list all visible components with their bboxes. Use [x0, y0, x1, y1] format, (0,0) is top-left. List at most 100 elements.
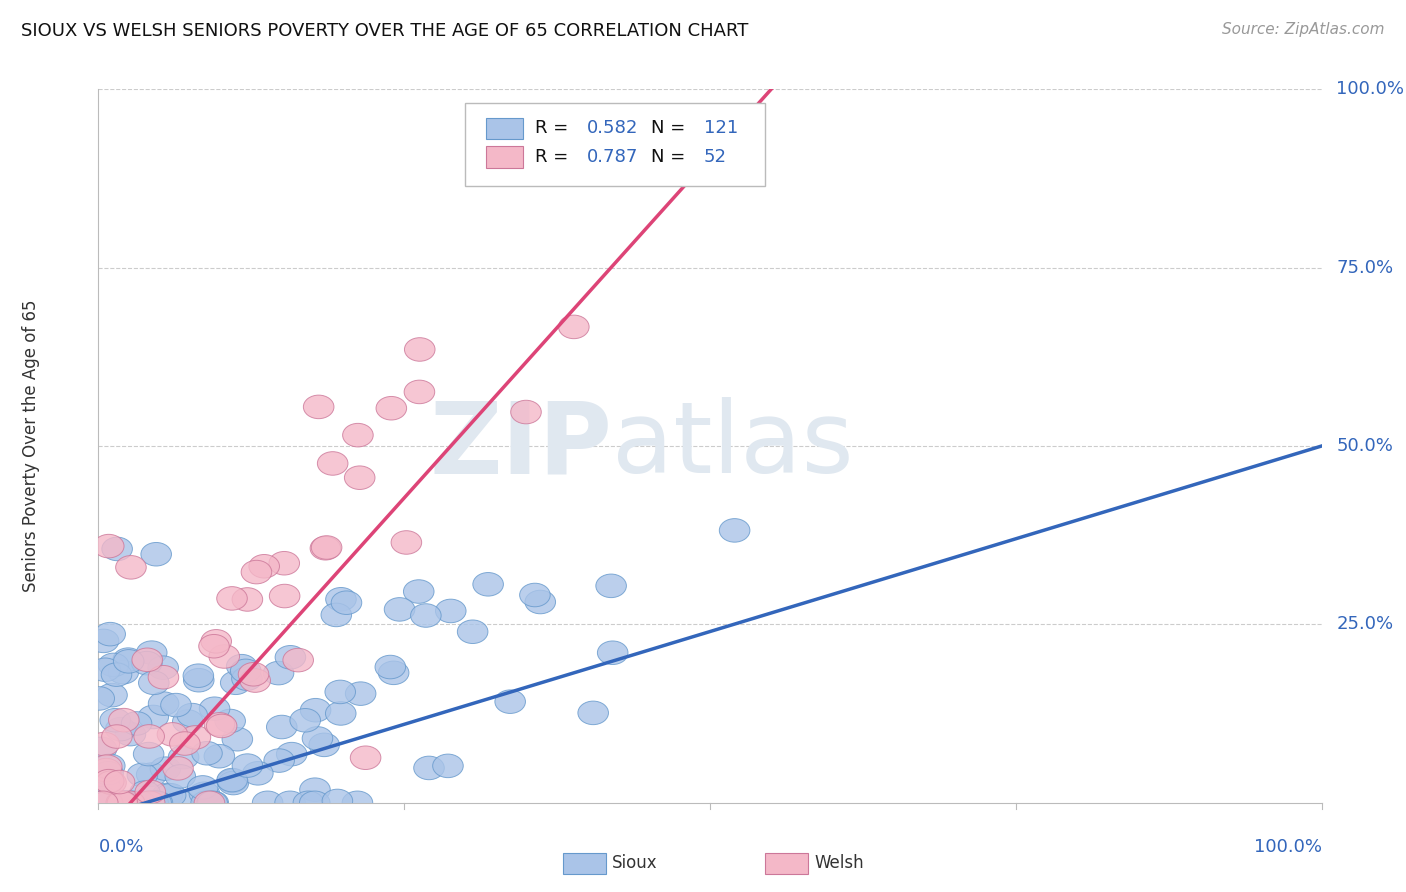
Ellipse shape	[87, 786, 118, 810]
Text: SIOUX VS WELSH SENIORS POVERTY OVER THE AGE OF 65 CORRELATION CHART: SIOUX VS WELSH SENIORS POVERTY OVER THE …	[21, 22, 748, 40]
Text: Welsh: Welsh	[814, 855, 863, 872]
Ellipse shape	[457, 620, 488, 643]
Ellipse shape	[302, 727, 333, 750]
Ellipse shape	[232, 754, 263, 777]
Ellipse shape	[274, 791, 305, 814]
Ellipse shape	[115, 791, 146, 814]
Ellipse shape	[90, 658, 121, 681]
Ellipse shape	[141, 791, 172, 814]
Ellipse shape	[104, 771, 135, 794]
Ellipse shape	[404, 380, 434, 404]
Text: Source: ZipAtlas.com: Source: ZipAtlas.com	[1222, 22, 1385, 37]
Ellipse shape	[342, 791, 373, 814]
Ellipse shape	[194, 791, 225, 814]
Ellipse shape	[346, 681, 375, 706]
Ellipse shape	[103, 791, 132, 814]
Ellipse shape	[558, 315, 589, 339]
Ellipse shape	[142, 791, 173, 814]
Ellipse shape	[411, 604, 441, 627]
Ellipse shape	[91, 791, 122, 814]
FancyBboxPatch shape	[564, 853, 606, 874]
Ellipse shape	[209, 645, 239, 668]
Ellipse shape	[299, 791, 330, 814]
Ellipse shape	[115, 723, 146, 746]
Ellipse shape	[134, 724, 165, 748]
Ellipse shape	[183, 664, 214, 688]
Ellipse shape	[218, 772, 249, 795]
Ellipse shape	[114, 649, 143, 673]
Ellipse shape	[322, 789, 353, 813]
Ellipse shape	[135, 791, 165, 814]
Text: ZIP: ZIP	[429, 398, 612, 494]
Ellipse shape	[101, 725, 132, 748]
Ellipse shape	[96, 771, 127, 795]
Ellipse shape	[180, 725, 211, 749]
Ellipse shape	[191, 741, 222, 765]
Text: 0.0%: 0.0%	[98, 838, 143, 856]
Ellipse shape	[299, 778, 330, 802]
FancyBboxPatch shape	[765, 853, 808, 874]
Ellipse shape	[436, 599, 465, 623]
Text: Sioux: Sioux	[612, 855, 658, 872]
FancyBboxPatch shape	[486, 146, 523, 168]
Ellipse shape	[165, 764, 195, 789]
Ellipse shape	[90, 775, 121, 799]
Ellipse shape	[325, 702, 356, 725]
Ellipse shape	[118, 791, 149, 814]
Ellipse shape	[242, 560, 271, 584]
Ellipse shape	[238, 663, 269, 686]
Text: 100.0%: 100.0%	[1336, 80, 1405, 98]
Ellipse shape	[105, 791, 136, 814]
Ellipse shape	[177, 703, 208, 727]
Ellipse shape	[91, 758, 121, 782]
Ellipse shape	[87, 791, 118, 814]
Ellipse shape	[249, 555, 280, 578]
Ellipse shape	[240, 669, 270, 692]
Ellipse shape	[129, 780, 160, 805]
Ellipse shape	[136, 763, 167, 787]
Ellipse shape	[112, 791, 143, 814]
Ellipse shape	[269, 551, 299, 575]
Ellipse shape	[87, 791, 118, 814]
Ellipse shape	[132, 651, 162, 675]
Ellipse shape	[344, 466, 375, 490]
Ellipse shape	[404, 580, 434, 603]
Ellipse shape	[267, 715, 297, 739]
Ellipse shape	[136, 640, 167, 665]
Ellipse shape	[141, 542, 172, 566]
Ellipse shape	[108, 791, 139, 814]
Ellipse shape	[135, 780, 166, 804]
Text: 0.787: 0.787	[586, 148, 638, 166]
Ellipse shape	[524, 591, 555, 614]
Ellipse shape	[108, 791, 139, 814]
Text: R =: R =	[536, 120, 568, 137]
Ellipse shape	[97, 683, 128, 707]
Ellipse shape	[93, 770, 124, 793]
Ellipse shape	[433, 754, 463, 778]
Ellipse shape	[94, 754, 125, 778]
Ellipse shape	[160, 693, 191, 717]
Ellipse shape	[343, 424, 373, 447]
Ellipse shape	[134, 791, 165, 814]
Ellipse shape	[170, 731, 200, 756]
Ellipse shape	[138, 791, 169, 814]
Ellipse shape	[720, 518, 749, 542]
Ellipse shape	[277, 742, 307, 766]
Ellipse shape	[375, 396, 406, 420]
Ellipse shape	[91, 755, 122, 779]
Ellipse shape	[217, 587, 247, 610]
Ellipse shape	[183, 668, 214, 692]
Ellipse shape	[93, 791, 122, 814]
Ellipse shape	[139, 671, 169, 695]
Ellipse shape	[598, 641, 628, 665]
Ellipse shape	[157, 723, 188, 746]
Ellipse shape	[332, 591, 361, 615]
Ellipse shape	[578, 701, 609, 724]
Ellipse shape	[134, 791, 165, 814]
Ellipse shape	[187, 776, 218, 799]
Text: Seniors Poverty Over the Age of 65: Seniors Poverty Over the Age of 65	[22, 300, 41, 592]
Ellipse shape	[114, 791, 145, 814]
Ellipse shape	[98, 653, 129, 677]
Ellipse shape	[169, 746, 198, 769]
Ellipse shape	[217, 768, 247, 792]
